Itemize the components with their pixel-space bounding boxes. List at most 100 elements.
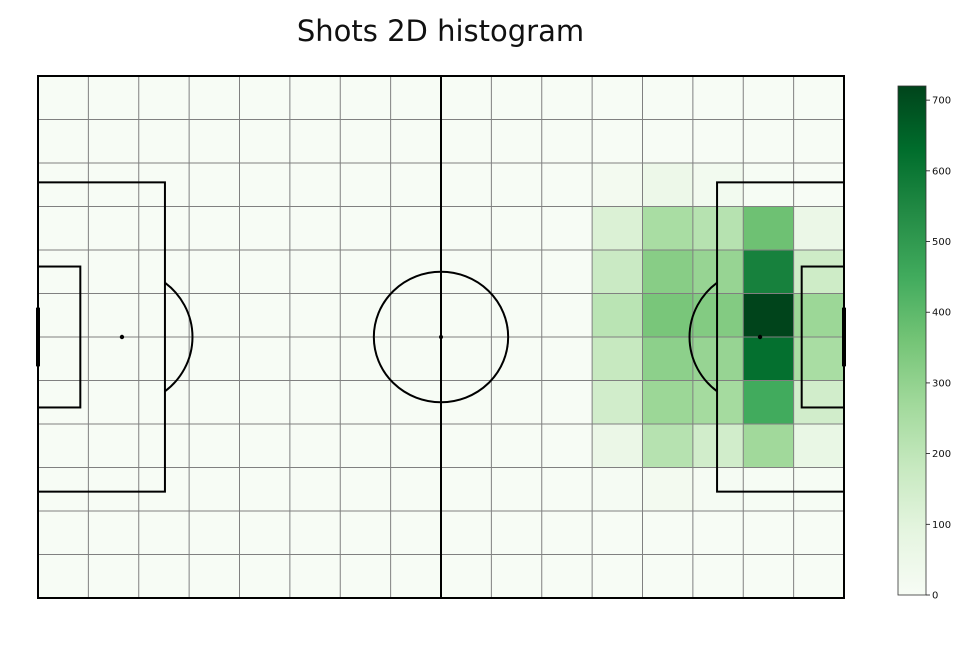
heatmap-cell-r0-c4 xyxy=(239,76,291,120)
heatmap-cell-r3-c6 xyxy=(340,206,392,251)
heatmap-cell-r11-c2 xyxy=(138,554,190,599)
heatmap-cell-r2-c3 xyxy=(189,163,240,207)
heatmap-cell-r0-c10 xyxy=(541,76,593,120)
colorbar-tick-label: 600 xyxy=(932,166,951,177)
heatmap-cell-r8-c3 xyxy=(189,424,240,468)
left-penalty-spot xyxy=(119,334,125,340)
heatmap-cell-r3-c5 xyxy=(289,206,341,251)
heatmap-cell-r9-c0 xyxy=(38,467,89,512)
heatmap-cell-r4-c6 xyxy=(340,250,392,294)
heatmap-cell-r4-c1 xyxy=(88,250,140,294)
heatmap-cell-r6-c11 xyxy=(592,337,643,381)
heatmap-cell-r5-c5 xyxy=(289,293,341,338)
heatmap-cell-r0-c5 xyxy=(289,76,341,120)
heatmap-cell-r6-c6 xyxy=(340,337,392,381)
heatmap-cell-r9-c1 xyxy=(88,467,140,512)
center-circle xyxy=(372,270,510,404)
heatmap-cell-r0-c3 xyxy=(189,76,240,120)
colorbar-tick-label: 100 xyxy=(932,520,951,531)
colorbar: 0 100 200 300 400 500 600 700 xyxy=(897,85,951,602)
heatmap-cell-r1-c11 xyxy=(592,119,643,164)
heatmap-cell-r7-c9 xyxy=(491,380,543,425)
heatmap-cell-r8-c11 xyxy=(592,424,643,468)
heatmap-cell-r4-c14 xyxy=(743,250,795,294)
heatmap-cell-r10-c0 xyxy=(38,511,89,555)
heatmap-cell-r11-c7 xyxy=(390,554,442,599)
heatmap-cell-r11-c12 xyxy=(642,554,694,599)
heatmap-cell-r8-c15 xyxy=(793,424,845,468)
heatmap-cell-r6-c14 xyxy=(743,337,795,381)
heatmap-cell-r5-c3 xyxy=(189,293,240,338)
heatmap-cell-r5-c13 xyxy=(692,293,744,338)
heatmap-cell-r6-c9 xyxy=(491,337,543,381)
heatmap-cell-r6-c4 xyxy=(239,337,291,381)
heatmap-cell-r3-c1 xyxy=(88,206,140,251)
heatmap-cell-r1-c9 xyxy=(491,119,543,164)
heatmap-cell-r1-c8 xyxy=(441,119,492,164)
heatmap-cell-r8-c13 xyxy=(692,424,744,468)
heatmap-cell-r6-c3 xyxy=(189,337,240,381)
heatmap-cell-r7-c4 xyxy=(239,380,291,425)
heatmap-cell-r3-c0 xyxy=(38,206,89,251)
heatmap-cell-r4-c4 xyxy=(239,250,291,294)
heatmap-cell-r1-c0 xyxy=(38,119,89,164)
heatmap-cell-r4-c3 xyxy=(189,250,240,294)
heatmap-cell-r6-c8 xyxy=(441,337,492,381)
pitch-markings xyxy=(36,75,846,599)
heatmap-cell-r2-c8 xyxy=(441,163,492,207)
heatmap-cell-r9-c4 xyxy=(239,467,291,512)
heatmap-cell-r11-c8 xyxy=(441,554,492,599)
heatmap-cell-r10-c3 xyxy=(189,511,240,555)
heatmap-cell-r1-c7 xyxy=(390,119,442,164)
heatmap-cell-r9-c13 xyxy=(692,467,744,512)
heatmap-cell-r9-c12 xyxy=(642,467,694,512)
heatmap-cell-r5-c4 xyxy=(239,293,291,338)
heatmap-cell-r10-c8 xyxy=(441,511,492,555)
heatmap-cell-r2-c6 xyxy=(340,163,392,207)
heatmap-cell-r10-c2 xyxy=(138,511,190,555)
left-penalty-arc xyxy=(164,281,194,393)
heatmap-cell-r2-c12 xyxy=(642,163,694,207)
heatmap-cell-r7-c14 xyxy=(743,380,795,425)
heatmap-cell-r0-c8 xyxy=(441,76,492,120)
heatmap-cell-r2-c13 xyxy=(692,163,744,207)
heatmap-cell-r2-c5 xyxy=(289,163,341,207)
heatmap-cell-r7-c6 xyxy=(340,380,392,425)
heatmap-cell-r3-c13 xyxy=(692,206,744,251)
right-goal xyxy=(842,307,846,367)
heatmap-cell-r2-c7 xyxy=(390,163,442,207)
heatmap-cell-r3-c8 xyxy=(441,206,492,251)
heatmap-cell-r0-c7 xyxy=(390,76,442,120)
heatmap-cell-r4-c11 xyxy=(592,250,643,294)
heatmap-cell-r11-c6 xyxy=(340,554,392,599)
heatmap-cell-r11-c0 xyxy=(38,554,89,599)
heatmap-cell-r2-c0 xyxy=(38,163,89,207)
heatmap-cell-r2-c9 xyxy=(491,163,543,207)
heatmap-cell-r3-c14 xyxy=(743,206,795,251)
heatmap-cell-r1-c13 xyxy=(692,119,744,164)
heatmap-cell-r10-c4 xyxy=(239,511,291,555)
heatmap-cell-r4-c12 xyxy=(642,250,694,294)
heatmap-cell-r9-c15 xyxy=(793,467,845,512)
heatmap-cell-r6-c10 xyxy=(541,337,593,381)
heatmap-cell-r8-c1 xyxy=(88,424,140,468)
heatmap-cell-r6-c7 xyxy=(390,337,442,381)
heatmap-cell-r8-c5 xyxy=(289,424,341,468)
heatmap-cell-r5-c11 xyxy=(592,293,643,338)
heatmap-cell-r1-c6 xyxy=(340,119,392,164)
heatmap-cell-r2-c10 xyxy=(541,163,593,207)
heatmap-cell-r2-c14 xyxy=(743,163,795,207)
heatmap-cell-r5-c1 xyxy=(88,293,140,338)
heatmap-cell-r5-c9 xyxy=(491,293,543,338)
colorbar-gradient xyxy=(897,85,927,596)
heatmap-cell-r0-c12 xyxy=(642,76,694,120)
heatmap-cell-r10-c13 xyxy=(692,511,744,555)
heatmap-cell-r1-c12 xyxy=(642,119,694,164)
heatmap-cell-r1-c1 xyxy=(88,119,140,164)
heatmap-cell-r5-c14 xyxy=(743,293,795,338)
heatmap-cell-r8-c0 xyxy=(38,424,89,468)
heatmap-cell-r9-c6 xyxy=(340,467,392,512)
colorbar-tick-label: 0 xyxy=(932,591,938,602)
heatmap-cell-r3-c15 xyxy=(793,206,845,251)
